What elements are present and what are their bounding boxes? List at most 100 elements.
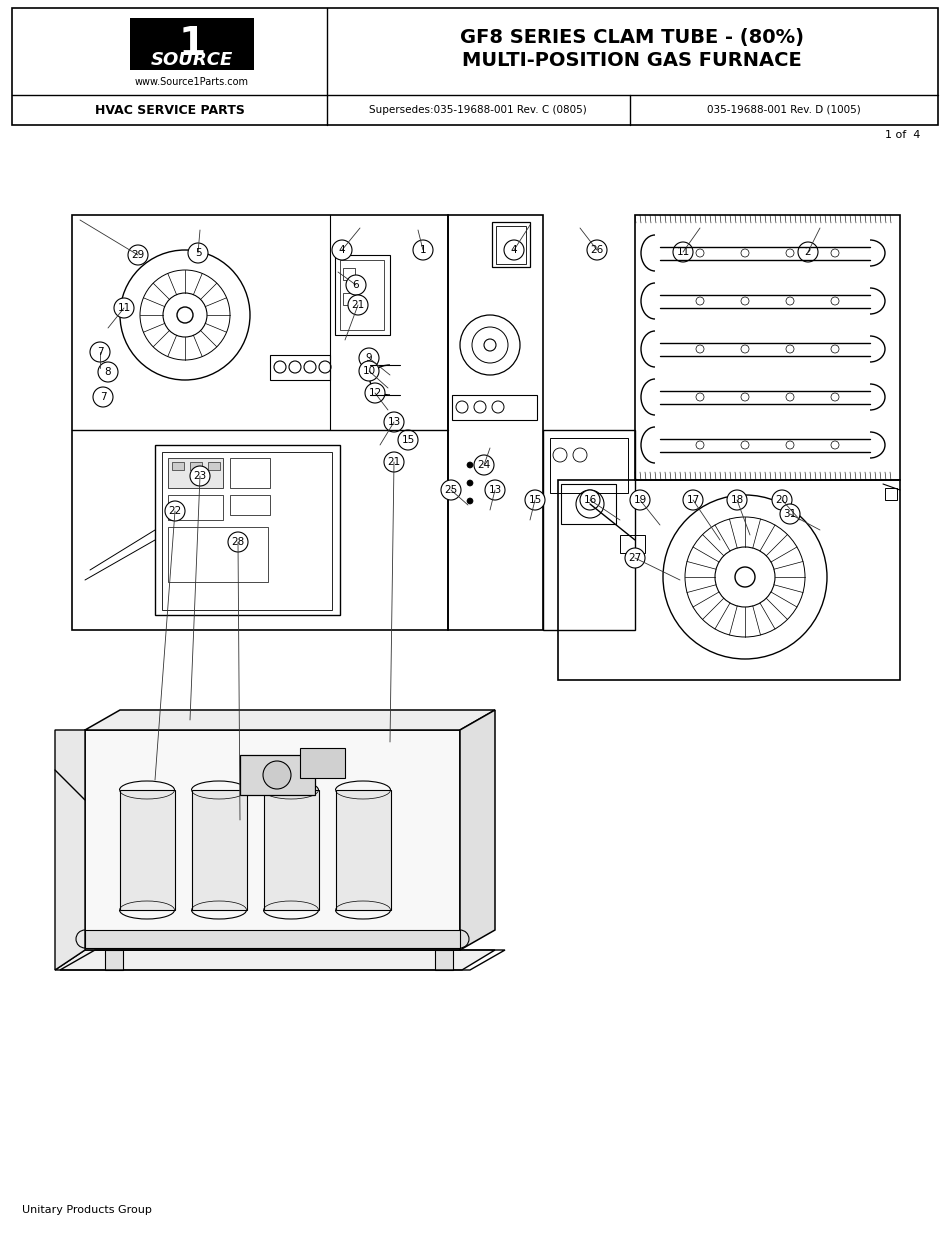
Bar bbox=[336, 791, 391, 910]
Text: 11: 11 bbox=[676, 247, 690, 257]
Bar bbox=[270, 355, 330, 380]
Bar bbox=[130, 19, 254, 69]
Bar bbox=[492, 222, 530, 267]
Circle shape bbox=[798, 242, 818, 262]
Text: 7: 7 bbox=[97, 347, 104, 357]
Text: 16: 16 bbox=[583, 495, 597, 505]
Circle shape bbox=[384, 412, 404, 432]
Text: 18: 18 bbox=[731, 495, 744, 505]
Text: 28: 28 bbox=[232, 537, 245, 547]
Circle shape bbox=[683, 490, 703, 510]
Bar bbox=[230, 495, 270, 515]
Text: 21: 21 bbox=[352, 300, 365, 310]
Bar bbox=[155, 446, 340, 616]
Circle shape bbox=[348, 295, 368, 315]
Text: GF8 SERIES CLAM TUBE - (80%): GF8 SERIES CLAM TUBE - (80%) bbox=[460, 29, 804, 47]
Circle shape bbox=[228, 532, 248, 552]
Text: Unitary Products Group: Unitary Products Group bbox=[22, 1205, 152, 1215]
Bar bbox=[162, 452, 332, 611]
Bar bbox=[343, 268, 355, 280]
Bar bbox=[550, 438, 628, 493]
Circle shape bbox=[332, 240, 352, 261]
Bar bbox=[208, 462, 220, 470]
Text: 4: 4 bbox=[511, 244, 518, 254]
Text: 12: 12 bbox=[369, 388, 382, 398]
Text: 24: 24 bbox=[477, 460, 490, 470]
Circle shape bbox=[188, 243, 208, 263]
Circle shape bbox=[365, 383, 385, 403]
Text: 5: 5 bbox=[195, 248, 201, 258]
Bar bbox=[558, 480, 900, 680]
Text: 27: 27 bbox=[628, 553, 641, 563]
Text: 7: 7 bbox=[100, 392, 106, 402]
Circle shape bbox=[673, 242, 693, 262]
Bar bbox=[168, 458, 223, 488]
Text: 13: 13 bbox=[388, 417, 401, 427]
Bar bbox=[300, 748, 345, 778]
Text: 29: 29 bbox=[131, 249, 144, 261]
Circle shape bbox=[190, 467, 210, 486]
Bar bbox=[885, 488, 897, 500]
Circle shape bbox=[467, 480, 473, 486]
Circle shape bbox=[114, 298, 134, 318]
Text: 15: 15 bbox=[401, 436, 414, 446]
Text: 17: 17 bbox=[686, 495, 699, 505]
Text: www.Source1Parts.com: www.Source1Parts.com bbox=[135, 77, 249, 87]
Circle shape bbox=[525, 490, 545, 510]
Circle shape bbox=[263, 761, 291, 789]
Circle shape bbox=[98, 362, 118, 382]
Bar bbox=[105, 951, 123, 970]
Circle shape bbox=[467, 498, 473, 504]
Circle shape bbox=[441, 480, 461, 500]
Text: MULTI-POSITION GAS FURNACE: MULTI-POSITION GAS FURNACE bbox=[462, 51, 802, 69]
Text: 25: 25 bbox=[445, 485, 458, 495]
Text: 15: 15 bbox=[528, 495, 542, 505]
Bar bbox=[190, 462, 202, 470]
Circle shape bbox=[587, 240, 607, 261]
Circle shape bbox=[346, 276, 366, 295]
Text: 11: 11 bbox=[118, 303, 130, 313]
Text: 21: 21 bbox=[388, 457, 401, 467]
Text: 6: 6 bbox=[352, 280, 359, 290]
Circle shape bbox=[467, 462, 473, 468]
Bar bbox=[120, 791, 175, 910]
Bar bbox=[343, 293, 355, 305]
Bar bbox=[635, 215, 900, 480]
Text: 10: 10 bbox=[363, 366, 375, 376]
Circle shape bbox=[780, 504, 800, 524]
Bar bbox=[240, 755, 315, 795]
Text: 23: 23 bbox=[194, 472, 207, 482]
Text: 20: 20 bbox=[775, 495, 788, 505]
Circle shape bbox=[772, 490, 792, 510]
Text: 1 of  4: 1 of 4 bbox=[884, 130, 920, 140]
Bar bbox=[496, 226, 526, 264]
Bar bbox=[452, 395, 537, 419]
Bar bbox=[543, 429, 635, 630]
Bar bbox=[12, 7, 938, 125]
Bar bbox=[620, 535, 645, 553]
Circle shape bbox=[165, 501, 185, 521]
Text: HVAC SERVICE PARTS: HVAC SERVICE PARTS bbox=[95, 103, 245, 117]
Polygon shape bbox=[55, 951, 495, 970]
Circle shape bbox=[727, 490, 747, 510]
Circle shape bbox=[413, 240, 433, 261]
Text: 4: 4 bbox=[339, 244, 345, 254]
Text: 31: 31 bbox=[784, 509, 797, 519]
Text: 9: 9 bbox=[366, 352, 372, 364]
Circle shape bbox=[630, 490, 650, 510]
Circle shape bbox=[359, 347, 379, 369]
Circle shape bbox=[93, 387, 113, 407]
Bar bbox=[340, 261, 384, 330]
Circle shape bbox=[90, 343, 110, 362]
Polygon shape bbox=[55, 730, 85, 970]
Text: 1: 1 bbox=[420, 244, 427, 254]
Text: 13: 13 bbox=[488, 485, 502, 495]
Text: Supersedes:035-19688-001 Rev. C (0805): Supersedes:035-19688-001 Rev. C (0805) bbox=[370, 105, 587, 115]
Bar bbox=[172, 462, 184, 470]
Circle shape bbox=[474, 455, 494, 475]
Bar bbox=[168, 495, 223, 520]
Circle shape bbox=[384, 452, 404, 472]
Polygon shape bbox=[85, 710, 495, 730]
Bar bbox=[448, 215, 543, 630]
Circle shape bbox=[359, 361, 379, 381]
